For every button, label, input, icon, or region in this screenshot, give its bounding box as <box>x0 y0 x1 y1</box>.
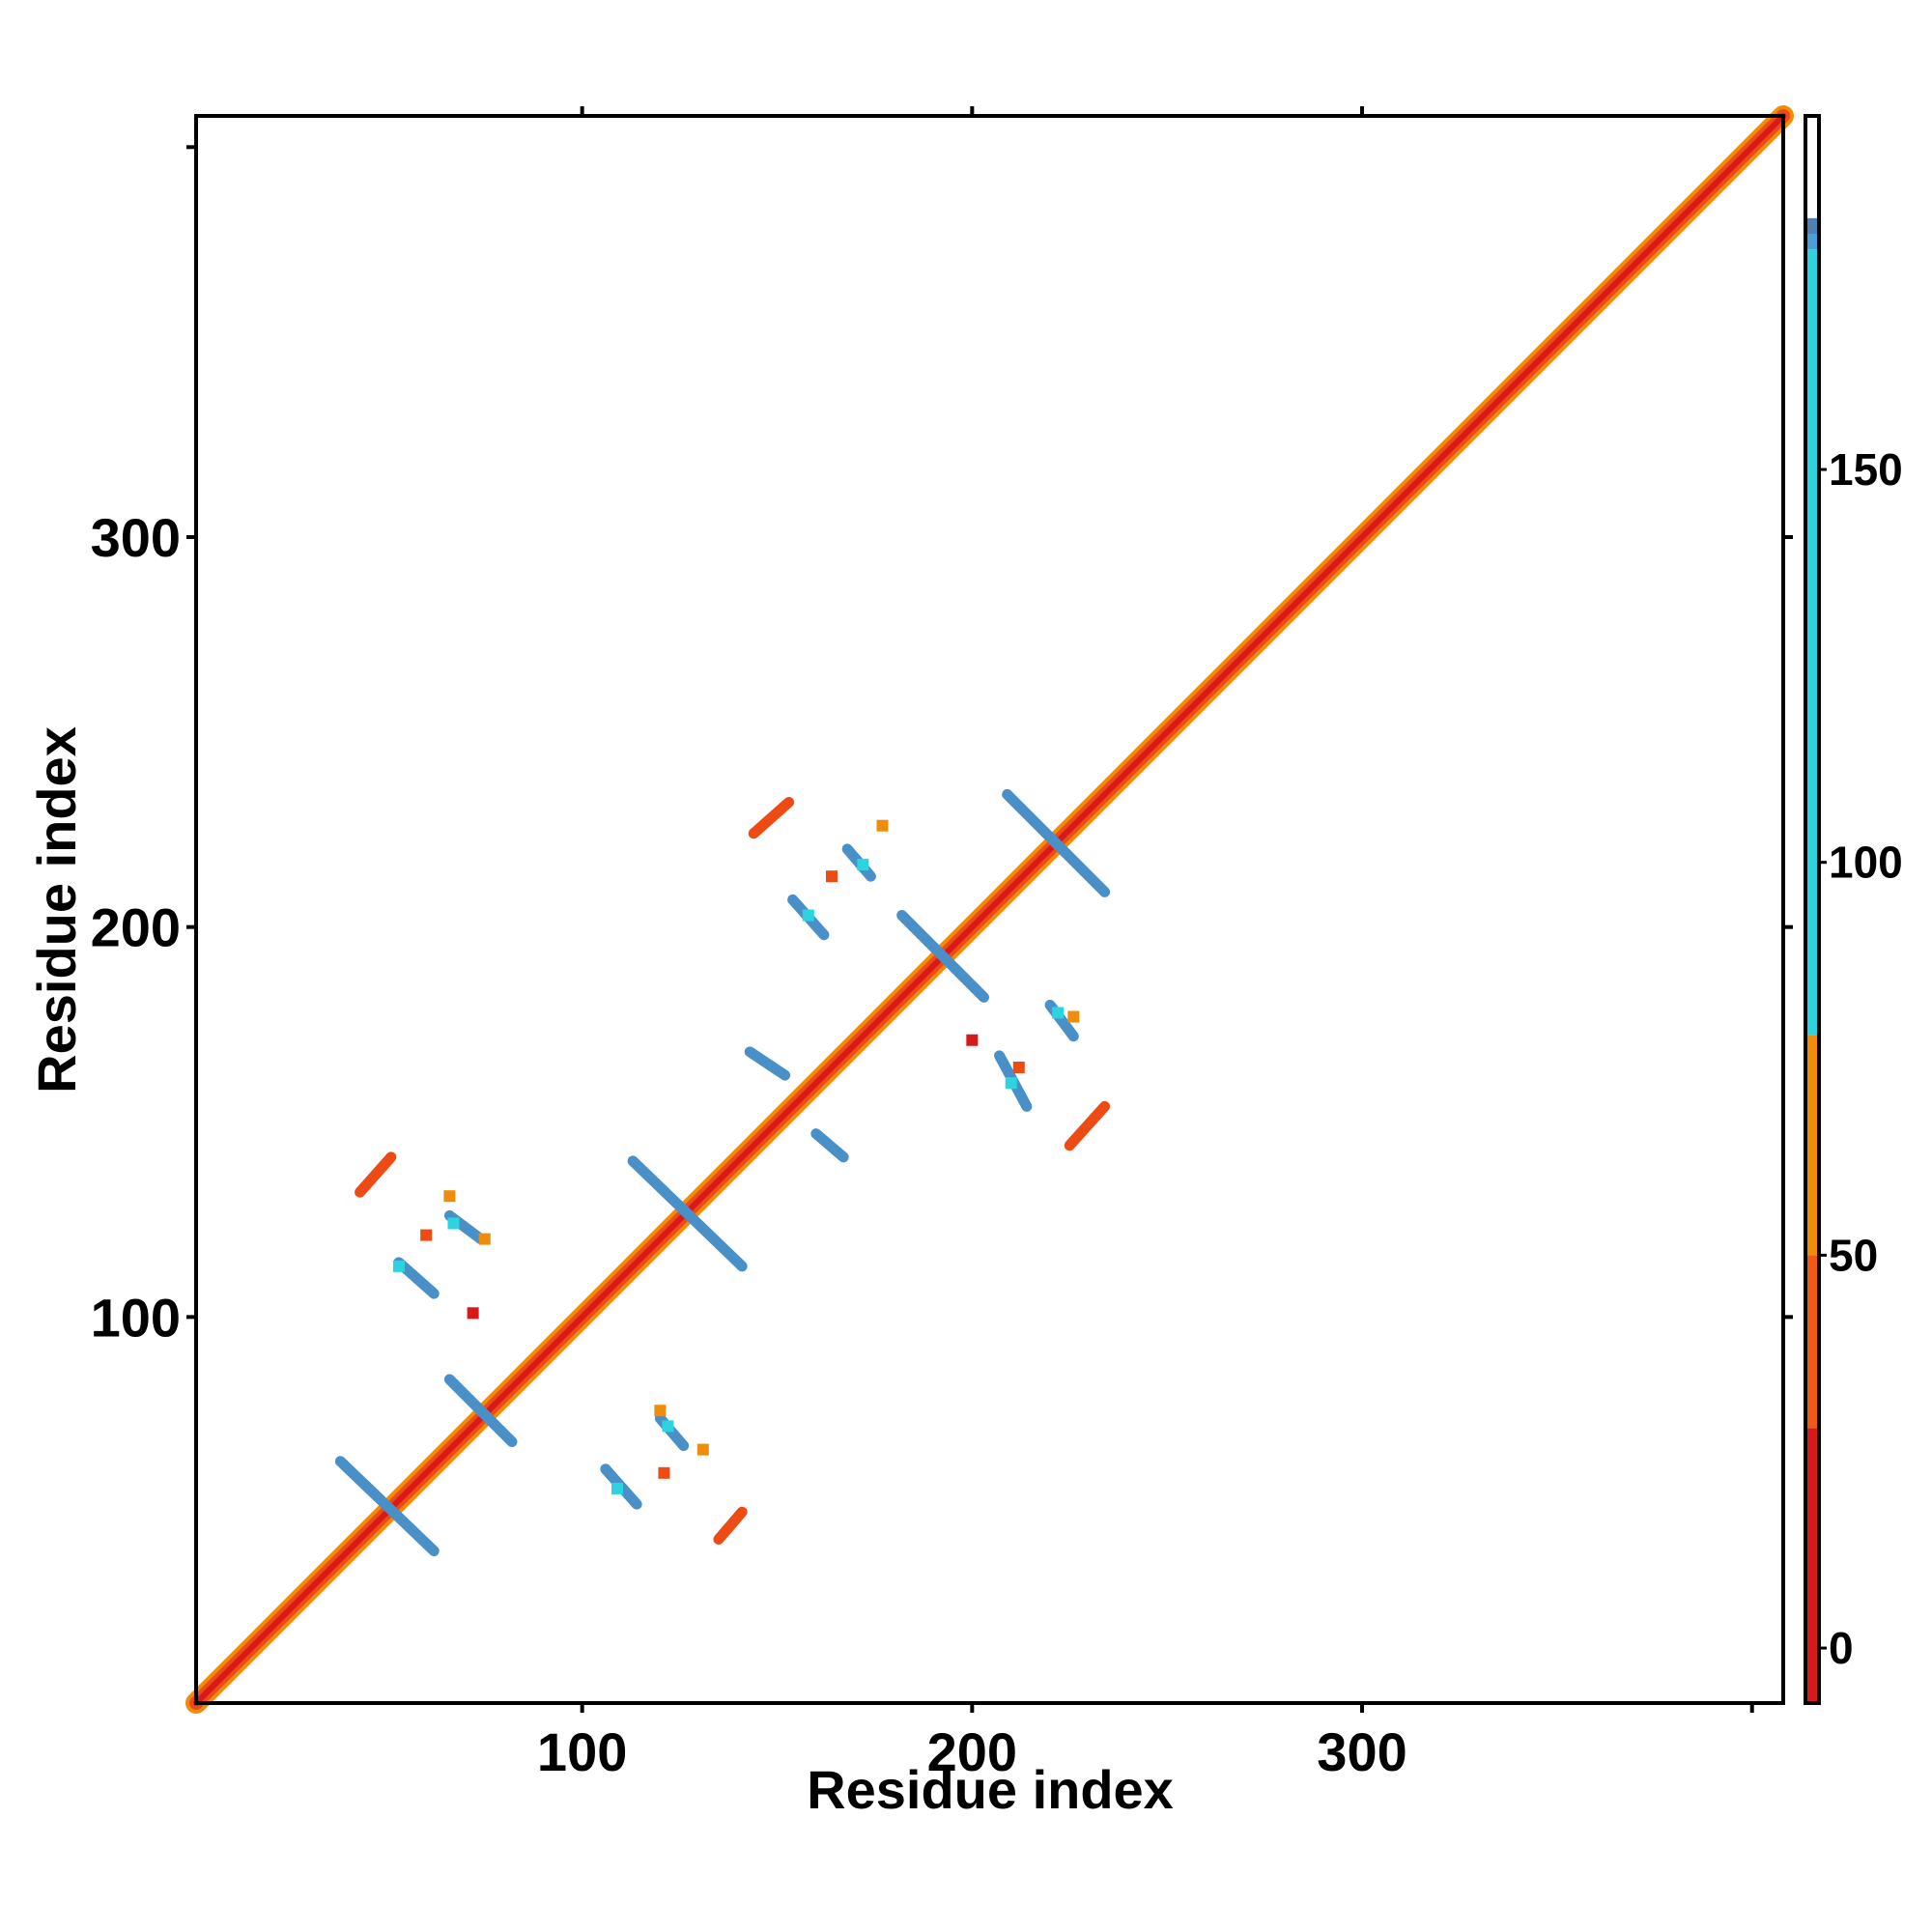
contact-patch <box>876 819 889 832</box>
colorbar-band <box>1805 1255 1819 1429</box>
contact-band <box>443 1374 518 1448</box>
contact-patch <box>966 1034 979 1046</box>
colorbar-band <box>1805 217 1819 235</box>
contact-band <box>334 1456 440 1557</box>
contact-patch <box>420 1229 433 1241</box>
contact-patch <box>1052 1007 1065 1019</box>
contact-band <box>744 1046 791 1081</box>
heatmap-marks <box>185 105 1794 1714</box>
contact-band <box>355 1151 397 1198</box>
contact-band <box>896 910 989 1003</box>
x-tick-label: 200 <box>927 1721 1017 1782</box>
colorbar-frame <box>1804 114 1821 1705</box>
y-tick-label: 300 <box>91 507 181 568</box>
contact-patch <box>826 870 838 883</box>
contact-patch <box>696 1443 709 1456</box>
colorbar-band <box>1805 1428 1819 1703</box>
y-tick-label: 100 <box>91 1287 181 1348</box>
colorbar-band <box>1805 116 1819 218</box>
contact-band <box>748 796 795 839</box>
y-axis-title: Residue index <box>26 726 87 1094</box>
contact-patch <box>478 1233 491 1245</box>
x-tick-label: 100 <box>537 1721 627 1782</box>
contact-patch <box>1005 1077 1017 1090</box>
contact-band <box>810 1128 849 1163</box>
contact-patch <box>1067 1010 1080 1023</box>
contact-band <box>393 1257 440 1299</box>
contact-patch <box>662 1420 674 1433</box>
colorbar-band <box>1805 1035 1819 1256</box>
contact-patch <box>654 1405 667 1417</box>
contact-patch <box>467 1307 479 1320</box>
contact-band <box>1064 1100 1111 1151</box>
plot-frame <box>194 114 1785 1705</box>
contact-patch <box>1012 1061 1025 1073</box>
contact-band <box>713 1506 748 1545</box>
contact-patch <box>443 1190 456 1203</box>
contact-patch <box>802 909 814 922</box>
colorbar-band <box>1805 234 1819 250</box>
axes: 100 200 300 100 200 300 <box>91 106 1793 1782</box>
colorbar-band <box>1805 249 1819 1036</box>
contact-band <box>627 1155 748 1272</box>
x-tick-label: 300 <box>1317 1721 1406 1782</box>
contact-patch <box>392 1260 405 1272</box>
contact-patch <box>611 1482 623 1494</box>
colorbar-tick-label: 50 <box>1829 1230 1878 1280</box>
colorbar-tick-label: 100 <box>1829 838 1903 888</box>
contact-patch <box>658 1466 670 1479</box>
x-axis-title: Residue index <box>807 1759 1174 1820</box>
contact-patch <box>447 1217 460 1230</box>
contact-patch <box>857 859 869 871</box>
diagonal-core <box>193 113 1786 1706</box>
y-tick-label: 200 <box>91 897 181 958</box>
colorbar-tick-label: 150 <box>1829 444 1903 495</box>
contact-band <box>1002 788 1111 897</box>
colorbar-tick-label: 0 <box>1829 1623 1854 1673</box>
colorbar: 0 50 100 150 <box>1804 114 1903 1705</box>
